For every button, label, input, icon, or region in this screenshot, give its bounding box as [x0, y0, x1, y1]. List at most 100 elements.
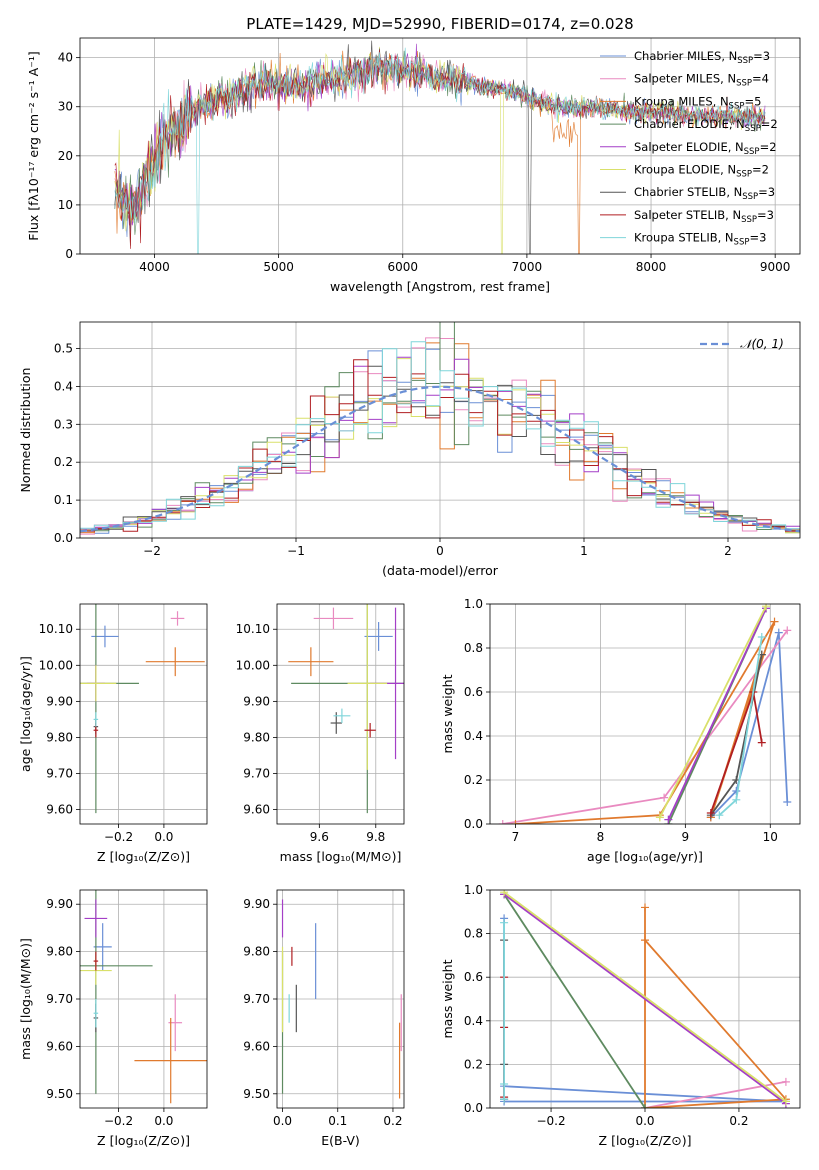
plus-marker	[757, 633, 766, 641]
axes-frame	[79, 603, 208, 825]
x-axis-label: Z [log₁₀(Z/Z⊙)]	[97, 849, 190, 864]
x-tick-label: 0.0	[273, 1114, 292, 1128]
legend-sub: SSP	[734, 238, 750, 248]
x-tick-label: 6000	[387, 260, 418, 274]
plus-marker	[732, 795, 741, 804]
legend-n: =4	[752, 72, 769, 86]
legend-label: Kroupa ELODIE, NSSP=2	[634, 163, 769, 180]
x-tick-label: 0.2	[383, 1114, 402, 1128]
x-tick-label: −0.2	[104, 830, 133, 844]
x-axis-label: (data-model)/error	[382, 563, 499, 578]
series-line	[659, 605, 767, 818]
y-tick-label: 1.0	[464, 883, 483, 897]
y-axis-label: Normed distribution	[18, 368, 33, 493]
y-tick-label: 0.8	[464, 641, 483, 655]
x-tick-label: 0	[436, 544, 444, 558]
plot-area	[80, 890, 207, 1104]
y-axis-label: mass [log₁₀(M/M⊙)]	[18, 938, 33, 1060]
series-salpeter-miles	[498, 626, 792, 824]
y-tick-label: 9.60	[243, 1039, 270, 1053]
plus-marker	[715, 811, 724, 820]
legend-n: =2	[760, 140, 777, 154]
legend-text: Kroupa ELODIE, N	[634, 163, 736, 177]
y-tick-label: 0.5	[54, 342, 73, 356]
x-tick-label: 0.2	[729, 1114, 748, 1128]
plus-marker	[641, 903, 649, 912]
y-tick-label: 0.2	[54, 455, 73, 469]
legend: 𝒩(0, 1)	[700, 337, 784, 351]
plus-marker	[500, 1080, 509, 1089]
x-tick-label: 0.0	[635, 1114, 654, 1128]
x-tick-label: 9.8	[366, 830, 385, 844]
legend-sub: SSP	[744, 147, 760, 157]
series-line	[644, 907, 788, 1108]
panel-mass-vs-EBV: 0.0 0.1 0.2 9.50 9.60 9.70 9.80 9.90 E(B-V)	[243, 889, 405, 1148]
legend-label: 𝒩(0, 1)	[740, 337, 784, 351]
series-line	[515, 621, 776, 824]
legend-label: Salpeter MILES, NSSP=4	[634, 72, 769, 89]
y-tick-label: 9.90	[46, 897, 73, 911]
series-salpeter-elodie	[664, 604, 771, 824]
errorbar-point	[288, 647, 334, 677]
errorbar-point	[93, 923, 112, 971]
plus-marker	[500, 918, 509, 927]
x-tick-label: 8000	[636, 260, 667, 274]
panel-age-vs-mass: 9.6 9.8 9.60 9.70 9.80 9.90 10.00 10.10 mass [lo…	[236, 603, 405, 864]
legend-text: Salpeter ELODIE, N	[634, 140, 744, 154]
legend-n: =3	[757, 208, 774, 222]
x-tick-label: 4000	[139, 260, 170, 274]
x-tick-label: −0.2	[104, 1114, 133, 1128]
x-tick-label: 9000	[760, 260, 791, 274]
plot-area	[281, 899, 402, 1099]
y-tick-label: 9.70	[46, 992, 73, 1006]
plus-marker	[664, 815, 673, 824]
axes-frame	[79, 321, 801, 539]
x-tick-label: 0.1	[328, 1114, 347, 1128]
x-tick-label: 9.6	[310, 830, 329, 844]
legend-sub: SSP	[741, 215, 757, 225]
y-tick-label: 0.8	[464, 927, 483, 941]
series-line	[710, 632, 789, 819]
y-tick-label: 0.6	[464, 685, 483, 699]
plus-marker	[770, 617, 779, 626]
errorbar-point	[93, 951, 99, 971]
legend-text: Chabrier MILES, N	[634, 49, 737, 63]
plus-marker	[498, 820, 507, 824]
plot-area	[500, 890, 790, 1108]
errorbar-point	[134, 1017, 207, 1104]
y-tick-label: 9.90	[46, 694, 73, 708]
x-tick-label: −1	[287, 544, 305, 558]
y-tick-label: 0.3	[54, 417, 73, 431]
gaussian-curve	[80, 385, 800, 533]
legend-text: Chabrier STELIB, N	[634, 185, 742, 199]
panel-spectrum: 4000 5000 6000 7000 8000 9000 0 10 20 30 40 wavelen…	[26, 37, 801, 294]
grid	[277, 604, 404, 824]
plus-marker	[757, 738, 766, 747]
x-tick-label: 5000	[263, 260, 294, 274]
histogram-steps	[80, 322, 800, 534]
histogram-steps	[80, 359, 800, 532]
y-tick-label: 0.4	[464, 1014, 483, 1028]
legend-n: =3	[753, 49, 770, 63]
panel-residuals: −2 −1 0 1 2 0.0 0.1 0.2 0.3 0.4 0.5 (data-model)/er…	[18, 321, 801, 578]
legend-text: Chabrier ELODIE, N	[634, 117, 745, 131]
errorbar-point	[93, 712, 99, 727]
y-tick-label: 9.50	[243, 1087, 270, 1101]
legend-sub: SSP	[745, 124, 761, 134]
y-tick-label: 0.0	[54, 531, 73, 545]
y-tick-label: 10	[58, 198, 73, 212]
legend-label: Chabrier STELIB, NSSP=3	[634, 185, 775, 202]
x-tick-label: 0.0	[154, 830, 173, 844]
plus-marker	[706, 809, 715, 817]
x-axis-label: E(B-V)	[321, 1133, 360, 1148]
y-tick-label: 0.0	[464, 1101, 483, 1115]
x-tick-label: −0.2	[536, 1114, 565, 1128]
legend-n: =5	[744, 94, 761, 108]
spectrum-line	[114, 47, 766, 254]
legend-n: =2	[761, 117, 778, 131]
legend-sub: SSP	[736, 170, 752, 180]
errorbar-point	[364, 622, 393, 651]
y-tick-label: 10.10	[39, 622, 73, 636]
x-tick-label: 10	[763, 830, 778, 844]
